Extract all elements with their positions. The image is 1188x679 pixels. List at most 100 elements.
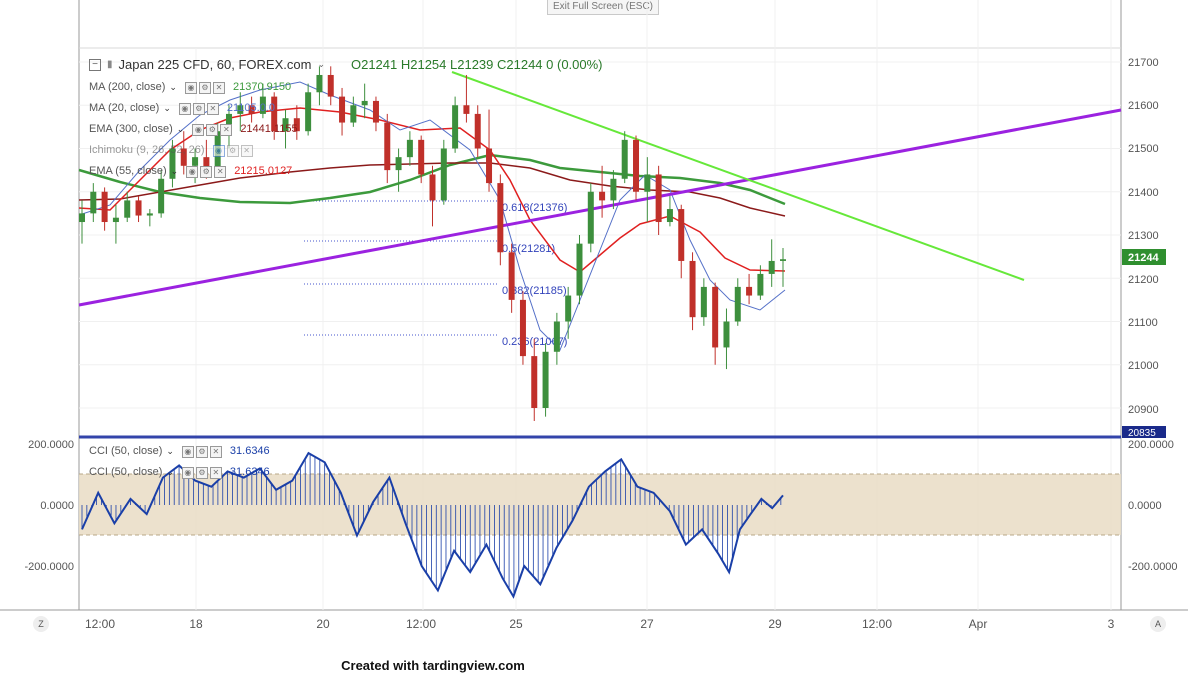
legend-row-ma200[interactable]: MA (200, close) ⌄ ◉ ⚙ ✕ 21370.9150 — [89, 77, 298, 98]
cci-axis[interactable]: 200.0000 0.0000 -200.0000 200.0000 0.000… — [24, 439, 1177, 573]
price-tick: 21200 — [1128, 274, 1159, 286]
price-axis[interactable]: 21700 21600 21500 21400 21300 21200 2110… — [1122, 57, 1166, 439]
candle — [169, 139, 176, 188]
candle — [452, 96, 459, 153]
trend-line-purple[interactable] — [78, 108, 1122, 307]
legend-row-ema300[interactable]: EMA (300, close) ⌄ ◉ ⚙ ✕ 21441.1155 — [89, 119, 298, 140]
indicator-name: MA (200, close) — [89, 81, 166, 93]
candle-body — [271, 96, 278, 132]
eye-icon[interactable]: ◉ — [178, 102, 191, 115]
close-icon[interactable]: ✕ — [220, 123, 233, 136]
close-icon[interactable]: ✕ — [209, 445, 222, 458]
close-icon[interactable]: ✕ — [209, 466, 222, 479]
chevron-down-icon[interactable]: ⌄ — [166, 467, 174, 477]
legend-row-cci[interactable]: CCI (50, close) ⌄ ◉ ⚙ ✕ 31.6346 — [89, 441, 270, 462]
gear-icon[interactable]: ⚙ — [198, 81, 211, 94]
candle-body — [734, 286, 741, 322]
price-tick: 21700 — [1128, 57, 1159, 69]
eye-icon[interactable]: ◉ — [212, 144, 225, 157]
trend-line-green[interactable] — [451, 71, 1025, 281]
candle-body — [542, 351, 549, 408]
last-price-label: 21244 — [1128, 252, 1159, 264]
chevron-down-icon[interactable]: ⌄ — [163, 103, 171, 113]
candle — [372, 96, 379, 132]
candle-body — [689, 260, 696, 318]
eye-icon[interactable]: ◉ — [192, 123, 205, 136]
eye-icon[interactable]: ◉ — [184, 81, 197, 94]
candle-body — [519, 299, 526, 357]
cci-tick-right: 200.0000 — [1128, 439, 1174, 451]
collapse-legend-button[interactable]: − — [89, 58, 101, 71]
gear-icon[interactable]: ⚙ — [195, 466, 208, 479]
candle — [384, 113, 391, 184]
chevron-down-icon[interactable]: ⌄ — [169, 82, 177, 92]
legend-row-ichimoku[interactable]: Ichimoku (9, 26, 52, 26) ◉ ⚙ ✕ — [89, 140, 298, 161]
ohlc-readout: O21241 H21254 L21239 C21244 0 (0.00%) — [350, 57, 603, 72]
oscillator-legend: CCI (50, close) ⌄ ◉ ⚙ ✕ 31.6346 CCI (50, c… — [89, 441, 270, 483]
candle — [339, 87, 346, 136]
candle-body — [531, 356, 538, 408]
candle — [440, 139, 447, 205]
price-tick: 20900 — [1128, 404, 1159, 416]
candle-body — [305, 92, 312, 132]
time-tick: 29 — [768, 617, 782, 631]
horizontal-grid — [79, 61, 1121, 409]
candle-body — [678, 209, 685, 261]
eye-icon[interactable]: ◉ — [186, 165, 199, 178]
legend-row-cci-2[interactable]: CCI (50, close) ⌄ ◉ ⚙ ✕ 31.6346 — [89, 462, 270, 483]
gear-icon[interactable]: ⚙ — [195, 445, 208, 458]
candle — [237, 92, 244, 132]
chevron-down-icon[interactable]: ⌄ — [317, 59, 325, 69]
candle-body — [780, 259, 786, 261]
time-axis[interactable]: 12:00 18 20 12:00 25 27 29 12:00 Apr 3 — [85, 617, 1115, 631]
low-price-badge — [1122, 426, 1166, 438]
indicator-value: 21370.9150 — [232, 81, 292, 93]
cci-line — [81, 451, 784, 599]
eye-icon[interactable]: ◉ — [181, 466, 194, 479]
candle-body — [565, 295, 572, 322]
exit-fullscreen-button[interactable]: Exit Full Screen (ESC) — [547, 0, 659, 15]
auto-scale-button[interactable]: A — [1150, 616, 1166, 632]
chevron-down-icon[interactable]: ⌄ — [166, 446, 174, 456]
cci-tick-left: -200.0000 — [24, 561, 74, 573]
gear-icon[interactable]: ⚙ — [200, 165, 213, 178]
candle-body — [553, 321, 560, 352]
symbol-title[interactable]: Japan 225 CFD, 60, FOREX.com — [118, 57, 312, 72]
chevron-down-icon[interactable]: ⌄ — [170, 166, 179, 176]
cci-tick-right: 0.0000 — [1128, 500, 1162, 512]
gear-icon[interactable]: ⚙ — [192, 102, 205, 115]
candle-body — [486, 148, 493, 184]
candle — [327, 66, 334, 106]
candle — [780, 247, 786, 287]
close-icon[interactable]: ✕ — [240, 144, 253, 157]
close-icon[interactable]: ✕ — [214, 165, 227, 178]
legend-row-ma20[interactable]: MA (20, close) ⌄ ◉ ⚙ ✕ 21105.0.0 — [89, 98, 298, 119]
candle-body — [508, 252, 515, 300]
close-icon[interactable]: ✕ — [212, 81, 225, 94]
gear-icon[interactable]: ⚙ — [226, 144, 239, 157]
gear-icon[interactable]: ⚙ — [206, 123, 219, 136]
candle-body — [180, 148, 187, 166]
candle-body — [169, 148, 176, 179]
eye-icon[interactable]: ◉ — [181, 445, 194, 458]
chevron-down-icon[interactable]: ⌄ — [176, 124, 185, 134]
candle — [463, 74, 470, 123]
legend-row-ema55[interactable]: EMA (55, close) ⌄ ◉ ⚙ ✕ 21215.0127 — [89, 161, 298, 182]
candle — [350, 96, 357, 127]
candle — [90, 183, 97, 223]
candle — [734, 278, 741, 326]
candle-body — [158, 178, 165, 214]
close-icon[interactable]: ✕ — [206, 102, 219, 115]
candle — [293, 105, 300, 140]
zoom-toggle-button[interactable]: Z — [33, 616, 49, 632]
candle-body — [395, 157, 402, 171]
time-tick: 12:00 — [85, 617, 115, 631]
indicator-name: MA (20, close) — [89, 102, 160, 114]
candle — [508, 243, 515, 313]
candle — [531, 338, 538, 421]
fibonacci-levels[interactable]: 0.618(21376) 0.5(21281) 0.382(21185) 0.2… — [304, 200, 567, 348]
candle — [361, 83, 368, 119]
price-tick: 21400 — [1128, 187, 1159, 199]
candle — [678, 204, 685, 279]
